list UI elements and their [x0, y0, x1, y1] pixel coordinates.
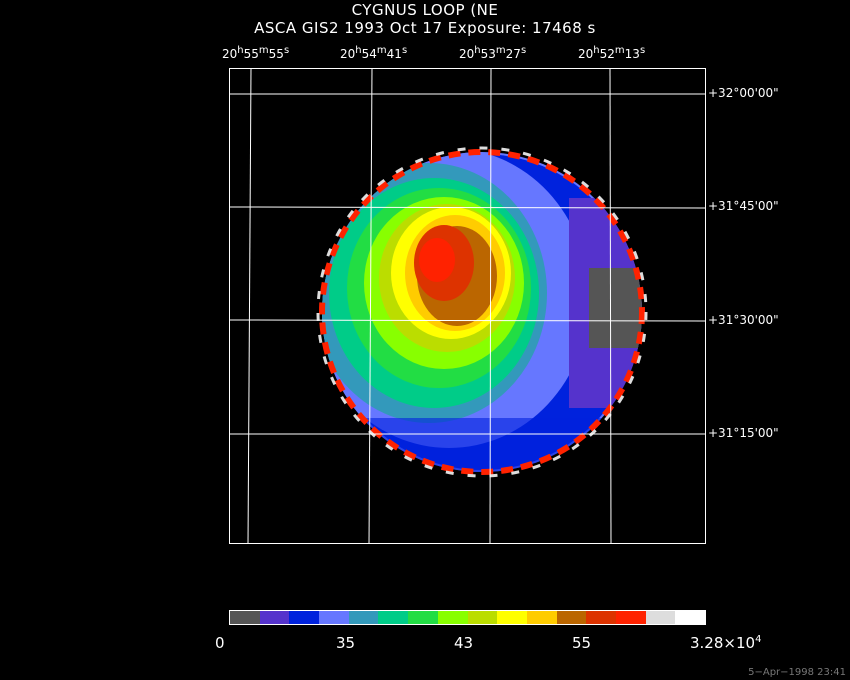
colorbar-swatch	[645, 611, 676, 624]
colorbar-swatch	[289, 611, 320, 624]
colorbar-label-0: 0	[215, 634, 225, 652]
colorbar-label-43: 43	[454, 634, 474, 652]
dec-label-2: +31°45'00"	[708, 199, 779, 213]
ra-label-1: 20h55m55s	[222, 45, 290, 61]
colorbar-swatch	[586, 611, 616, 624]
dec-label-1: +32°00'00"	[708, 86, 779, 100]
image-frame	[229, 68, 706, 544]
colorbar-swatch	[437, 611, 468, 624]
colorbar-swatch	[467, 611, 498, 624]
colorbar-swatch	[348, 611, 379, 624]
dec-label-4: +31°15'00"	[708, 426, 779, 440]
colorbar-swatch	[556, 611, 587, 624]
dec-label-3: +31°30'00"	[708, 313, 779, 327]
image-subtitle: ASCA GIS2 1993 Oct 17 Exposure: 17468 s	[254, 19, 596, 37]
ra-label-4: 20h52m13s	[578, 45, 646, 61]
colorbar-label-55: 55	[572, 634, 592, 652]
ra-label-3: 20h53m27s	[459, 45, 527, 61]
ra-label-2: 20h54m41s	[340, 45, 408, 61]
xray-image	[229, 68, 706, 544]
colorbar-swatch	[378, 611, 409, 624]
colorbar-swatch	[526, 611, 557, 624]
colorbar-swatch	[259, 611, 290, 624]
colorbar-swatch	[408, 611, 438, 624]
image-title: CYGNUS LOOP (NE	[351, 1, 499, 19]
colorbar-swatch	[319, 611, 349, 624]
colorbar	[229, 610, 706, 625]
colorbar-swatch	[675, 611, 705, 624]
colorbar-swatch	[615, 611, 646, 624]
timestamp: 5−Apr−1998 23:41	[748, 667, 846, 678]
colorbar-label-35: 35	[336, 634, 356, 652]
colorbar-swatch	[230, 611, 260, 624]
colorbar-label-max: 3.28×104	[690, 634, 762, 652]
colorbar-swatch	[497, 611, 527, 624]
